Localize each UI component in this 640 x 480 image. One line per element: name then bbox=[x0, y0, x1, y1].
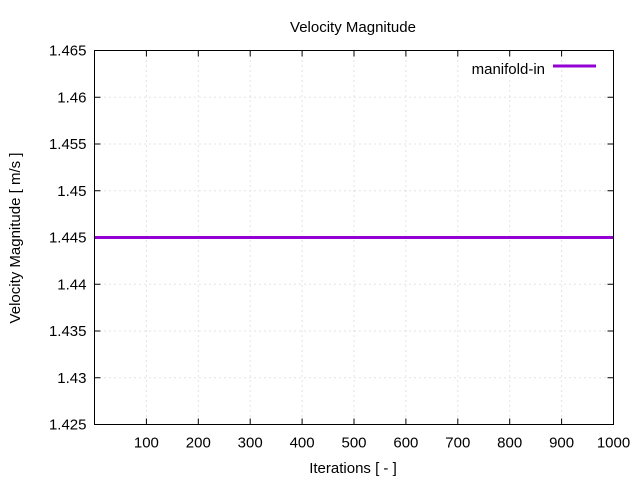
x-tick-label: 900 bbox=[549, 435, 574, 452]
plot-frame bbox=[94, 50, 614, 425]
x-tick-label: 100 bbox=[134, 435, 159, 452]
y-axis-tick-labels: 1.425 1.43 1.435 1.44 1.445 1.45 1.455 1.46 1.46… bbox=[49, 43, 87, 434]
x-tick-label: 700 bbox=[445, 435, 470, 452]
x-axis-tick-labels: 100 200 300 400 500 600 700 800 900 1000 bbox=[134, 435, 630, 452]
x-tick-label: 1000 bbox=[597, 435, 630, 452]
x-tick-label: 200 bbox=[186, 435, 211, 452]
x-tick-label: 600 bbox=[393, 435, 418, 452]
x-axis-label: Iterations [ - ] bbox=[309, 460, 397, 477]
y-axis-label: Velocity Magnitude [ m/s ] bbox=[7, 153, 24, 324]
chart-title: Velocity Magnitude bbox=[290, 19, 416, 36]
x-tick-label: 800 bbox=[497, 435, 522, 452]
x-tick-label: 400 bbox=[290, 435, 315, 452]
x-tick-label: 300 bbox=[238, 435, 263, 452]
y-tick-label: 1.435 bbox=[49, 323, 87, 340]
legend: manifold-in bbox=[472, 61, 596, 78]
y-tick-label: 1.43 bbox=[57, 370, 86, 387]
y-tick-label: 1.445 bbox=[49, 230, 87, 247]
y-tick-label: 1.465 bbox=[49, 43, 87, 60]
legend-label-manifold-in: manifold-in bbox=[472, 61, 545, 78]
y-tick-label: 1.44 bbox=[57, 276, 86, 293]
y-tick-label: 1.45 bbox=[57, 183, 86, 200]
x-tick-label: 500 bbox=[341, 435, 366, 452]
y-tick-label: 1.46 bbox=[57, 89, 86, 106]
y-tick-label: 1.425 bbox=[49, 417, 87, 434]
y-tick-label: 1.455 bbox=[49, 136, 87, 153]
